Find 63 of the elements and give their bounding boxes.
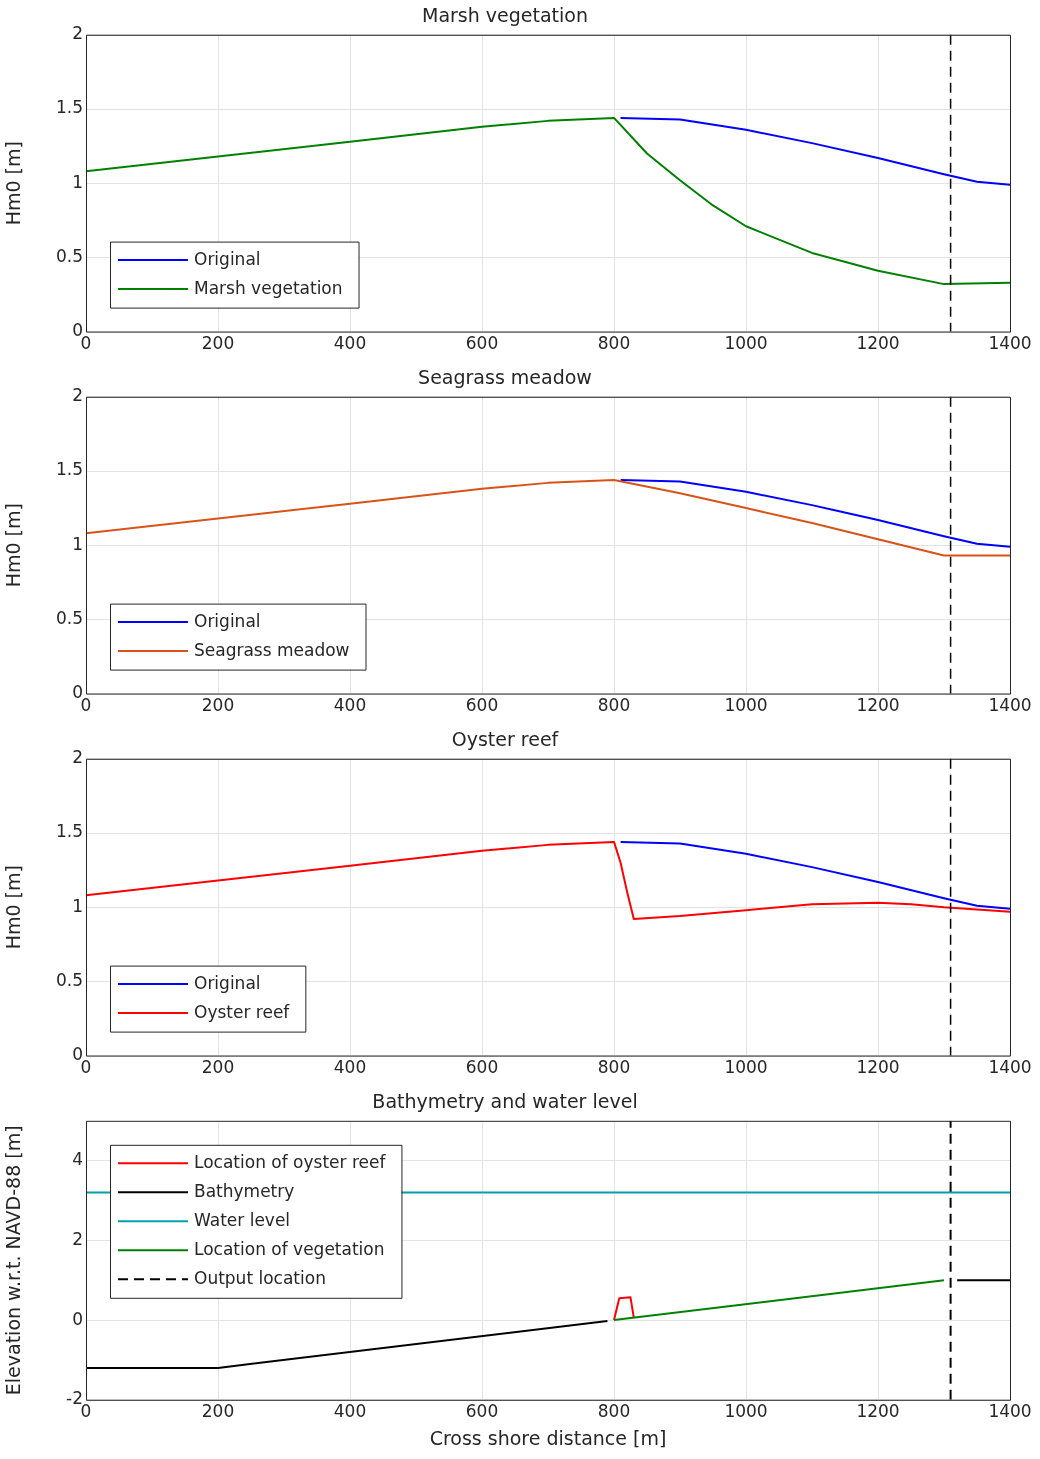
legend-label: Marsh vegetation [194, 277, 343, 298]
y-tick-label: 0.5 [55, 245, 83, 266]
y-tick-label: 0.5 [55, 969, 83, 990]
y-tick-label: 4 [72, 1149, 83, 1170]
x-tick-label: 1400 [988, 1057, 1032, 1078]
x-tick-label: 1000 [724, 1057, 768, 1078]
x-tick-label: 800 [597, 695, 631, 716]
legend-label: Seagrass meadow [194, 639, 350, 660]
y-tick-label: 0.5 [55, 607, 83, 628]
legend-label: Original [194, 610, 261, 631]
x-tick-label: 200 [201, 333, 235, 354]
y-tick-label: 1.5 [55, 459, 83, 480]
y-tick-label: 2 [72, 747, 83, 768]
chart-title: Marsh vegetation [422, 4, 588, 27]
x-tick-label: 800 [597, 1401, 631, 1422]
x-tick-label: 1400 [988, 1401, 1032, 1422]
y-tick-label: 2 [72, 1228, 83, 1249]
legend-label: Oyster reef [194, 1001, 291, 1022]
y-tick-label: 1.5 [55, 821, 83, 842]
legend-label: Output location [194, 1267, 326, 1288]
y-tick-label: 1 [72, 533, 83, 554]
x-tick-label: 800 [597, 333, 631, 354]
y-axis-title: Hm0 [m] [2, 141, 25, 226]
x-tick-label: 1400 [988, 695, 1032, 716]
x-tick-label: 1200 [856, 695, 900, 716]
legend-label: Water level [194, 1209, 291, 1230]
chart-title: Oyster reef [451, 728, 560, 751]
x-tick-label: 1400 [988, 333, 1032, 354]
x-tick-label: 600 [465, 333, 499, 354]
chart-title: Seagrass meadow [418, 366, 592, 389]
x-tick-label: 200 [201, 695, 235, 716]
x-tick-label: 400 [333, 333, 367, 354]
y-axis-title: Hm0 [m] [2, 865, 25, 950]
legend-label: Bathymetry [194, 1180, 295, 1201]
x-tick-label: 1200 [856, 333, 900, 354]
y-tick-label: 1 [72, 895, 83, 916]
x-tick-label: 400 [333, 1057, 367, 1078]
x-tick-label: 1000 [724, 333, 768, 354]
y-axis-title: Elevation w.r.t. NAVD-88 [m] [2, 1125, 25, 1396]
x-tick-label: 600 [465, 1057, 499, 1078]
x-tick-label: 800 [597, 1057, 631, 1078]
x-tick-label: 1000 [724, 695, 768, 716]
y-tick-label: 2 [72, 23, 83, 44]
legend-label: Location of oyster reef [194, 1151, 387, 1172]
y-tick-label: 0 [72, 1308, 83, 1329]
x-tick-label: 200 [201, 1057, 235, 1078]
legend-label: Location of vegetation [194, 1238, 385, 1259]
legend-label: Original [194, 248, 261, 269]
x-tick-label: 600 [465, 695, 499, 716]
chart-title: Bathymetry and water level [372, 1090, 638, 1113]
x-axis-title: Cross shore distance [m] [429, 1426, 667, 1449]
x-tick-label: 1200 [856, 1401, 900, 1422]
x-tick-label: 400 [333, 1401, 367, 1422]
x-tick-label: 600 [465, 1401, 499, 1422]
y-tick-label: 2 [72, 385, 83, 406]
x-tick-label: 200 [201, 1401, 235, 1422]
x-tick-label: 1000 [724, 1401, 768, 1422]
y-tick-label: 1 [72, 171, 83, 192]
x-tick-label: 1200 [856, 1057, 900, 1078]
y-tick-label: 1.5 [55, 97, 83, 118]
x-tick-label: 400 [333, 695, 367, 716]
legend-label: Original [194, 972, 261, 993]
y-axis-title: Hm0 [m] [2, 503, 25, 588]
